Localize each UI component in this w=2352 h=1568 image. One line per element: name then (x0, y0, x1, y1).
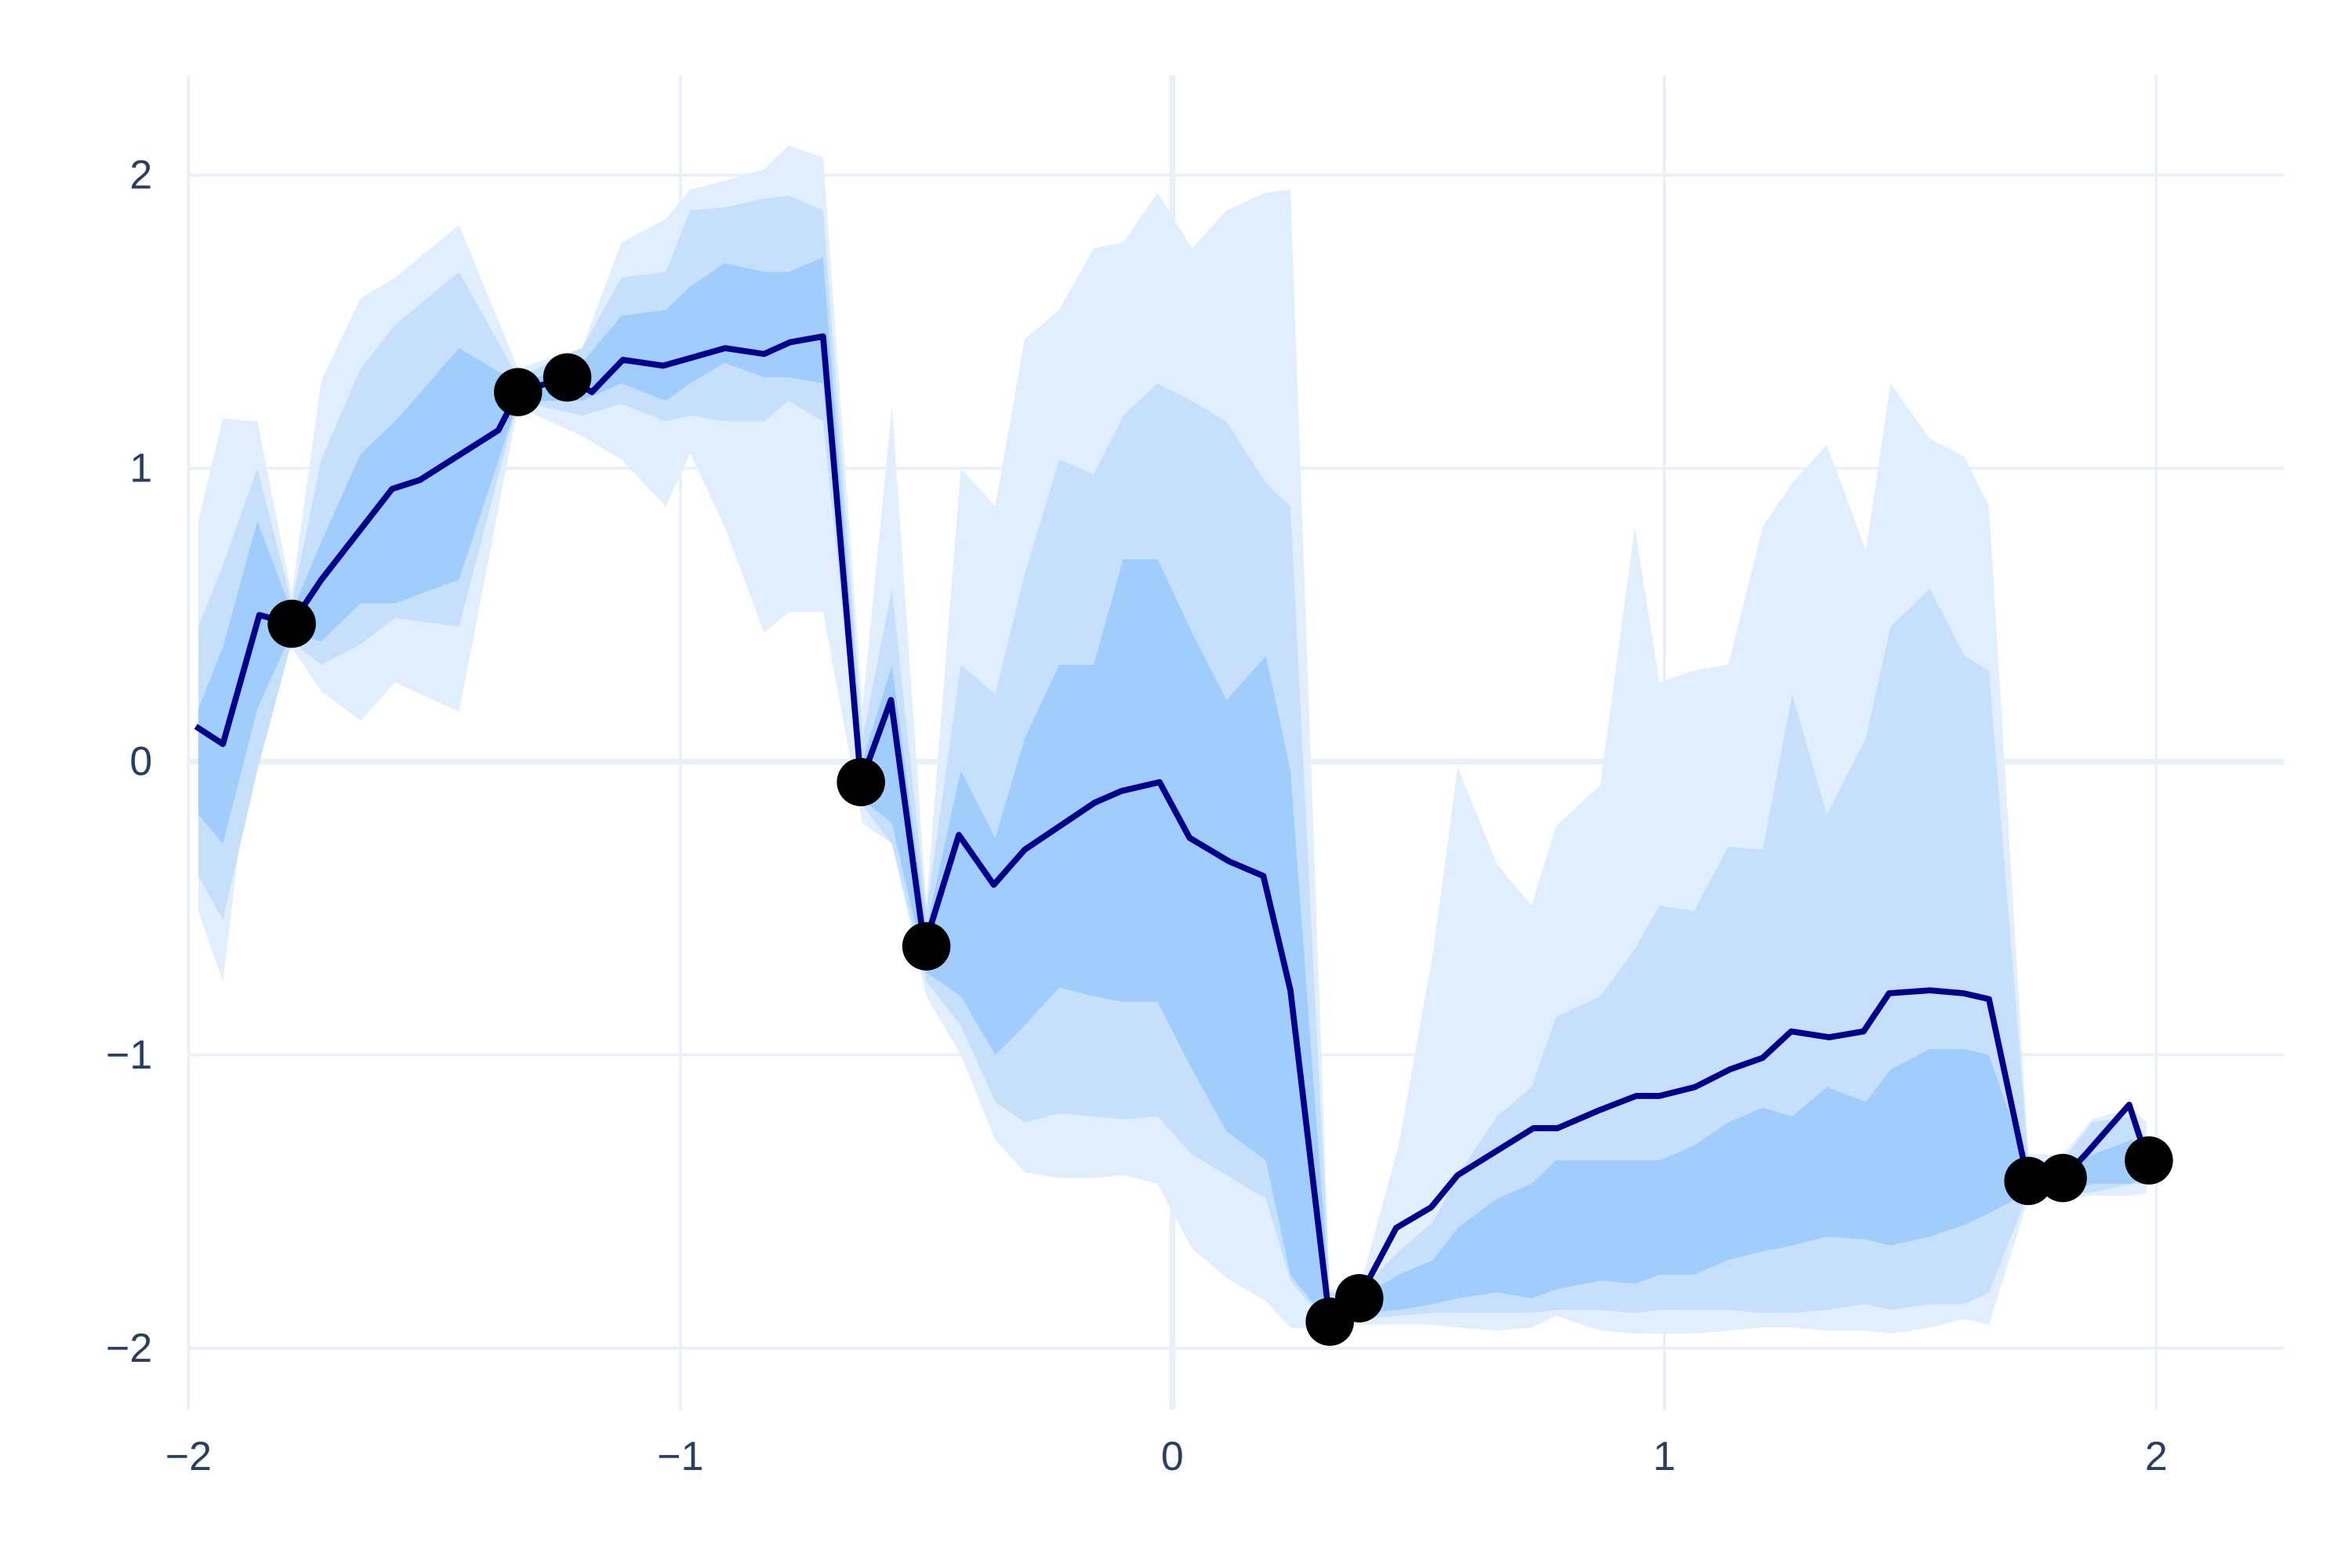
data-point (2125, 1136, 2173, 1185)
data-point (494, 368, 543, 416)
x-tick-label: 2 (2145, 1434, 2168, 1479)
data-point (2038, 1153, 2087, 1203)
y-tick-label: 0 (129, 739, 152, 785)
bands (198, 145, 2147, 1334)
data-point (902, 922, 951, 971)
x-tick-label: −1 (657, 1434, 703, 1479)
data-point (543, 353, 592, 402)
x-tick-label: 1 (1653, 1434, 1675, 1479)
data-point (267, 599, 316, 648)
data-point (837, 757, 885, 807)
tick-labels: −2 −1 0 1 2 −2 −1 0 1 2 (106, 153, 2168, 1479)
band (198, 257, 2147, 1325)
data-point (2004, 1156, 2053, 1206)
y-tick-label: −2 (106, 1326, 152, 1371)
points (267, 353, 2173, 1346)
y-tick-label: 1 (129, 446, 152, 492)
y-tick-label: 2 (129, 153, 152, 198)
x-tick-label: 0 (1161, 1434, 1184, 1479)
x-tick-label: −2 (165, 1434, 212, 1479)
data-point (1335, 1274, 1384, 1323)
y-tick-label: −1 (106, 1033, 152, 1078)
